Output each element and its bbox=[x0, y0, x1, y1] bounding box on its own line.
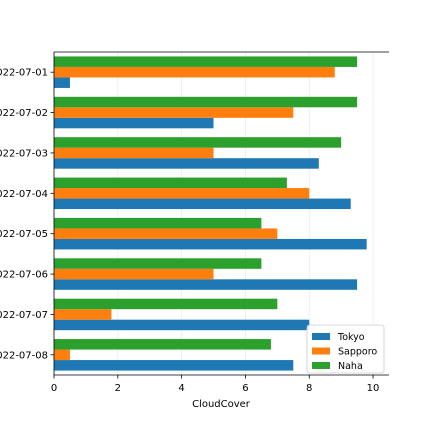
y-tick-label: 2022-07-05 bbox=[0, 229, 48, 240]
legend: Tokyo Sapporo Naha bbox=[306, 324, 385, 374]
y-tick-label: 2022-07-08 bbox=[0, 350, 48, 361]
legend-label-tokyo: Tokyo bbox=[337, 332, 365, 343]
x-tick-label: 6 bbox=[242, 383, 248, 394]
bar-naha-2022-07-06 bbox=[54, 258, 262, 269]
bar-naha-2022-07-02 bbox=[54, 96, 358, 108]
legend-swatch-naha bbox=[312, 362, 330, 369]
bar-tokyo-2022-07-07 bbox=[54, 319, 310, 331]
bar-sapporo-2022-07-02 bbox=[54, 107, 294, 118]
y-tick-labels: 2022-07-01 2022-07-02 2022-07-03 2022-07-04… bbox=[0, 68, 54, 361]
x-tick-labels: 0 2 4 6 8 10 bbox=[51, 375, 380, 394]
bar-tokyo-2022-07-04 bbox=[54, 198, 351, 210]
y-tick-label: 2022-07-07 bbox=[0, 310, 48, 321]
bar-sapporo-2022-07-08 bbox=[54, 349, 70, 361]
bar-tokyo-2022-07-06 bbox=[54, 279, 358, 290]
bar-tokyo-2022-07-02 bbox=[54, 117, 214, 129]
bar-sapporo-2022-07-03 bbox=[54, 147, 214, 159]
x-tick-label: 10 bbox=[367, 383, 380, 394]
bars bbox=[54, 56, 367, 371]
x-tick-label: 2 bbox=[115, 383, 121, 394]
bar-sapporo-2022-07-01 bbox=[54, 66, 335, 78]
bar-sapporo-2022-07-05 bbox=[54, 228, 278, 239]
x-axis-label: CloudCover bbox=[192, 399, 251, 410]
bar-naha-2022-07-01 bbox=[54, 56, 358, 67]
bar-tokyo-2022-07-03 bbox=[54, 158, 319, 169]
x-tick-label: 0 bbox=[51, 383, 57, 394]
bar-naha-2022-07-05 bbox=[54, 217, 262, 229]
y-tick-label: 2022-07-06 bbox=[0, 270, 48, 281]
legend-swatch-sapporo bbox=[312, 347, 330, 355]
y-tick-label: 2022-07-04 bbox=[0, 189, 48, 200]
y-tick-label: 2022-07-01 bbox=[0, 68, 48, 79]
legend-swatch-tokyo bbox=[312, 333, 330, 340]
bar-tokyo-2022-07-05 bbox=[54, 238, 367, 250]
bar-sapporo-2022-07-07 bbox=[54, 309, 112, 320]
y-tick-label: 2022-07-03 bbox=[0, 148, 48, 159]
bar-naha-2022-07-04 bbox=[54, 177, 287, 189]
bar-naha-2022-07-08 bbox=[54, 339, 271, 350]
bar-naha-2022-07-03 bbox=[54, 137, 342, 148]
legend-label-sapporo: Sapporo bbox=[338, 347, 377, 358]
bar-sapporo-2022-07-06 bbox=[54, 268, 214, 280]
bar-tokyo-2022-07-08 bbox=[54, 360, 294, 371]
bar-sapporo-2022-07-04 bbox=[54, 188, 310, 199]
bar-tokyo-2022-07-01 bbox=[54, 77, 70, 88]
x-tick-label: 4 bbox=[178, 383, 184, 394]
y-tick-label: 2022-07-02 bbox=[0, 108, 48, 119]
axes bbox=[53, 51, 389, 376]
x-tick-label: 8 bbox=[306, 383, 312, 394]
legend-label-naha: Naha bbox=[338, 361, 363, 372]
bar-naha-2022-07-07 bbox=[54, 298, 278, 310]
